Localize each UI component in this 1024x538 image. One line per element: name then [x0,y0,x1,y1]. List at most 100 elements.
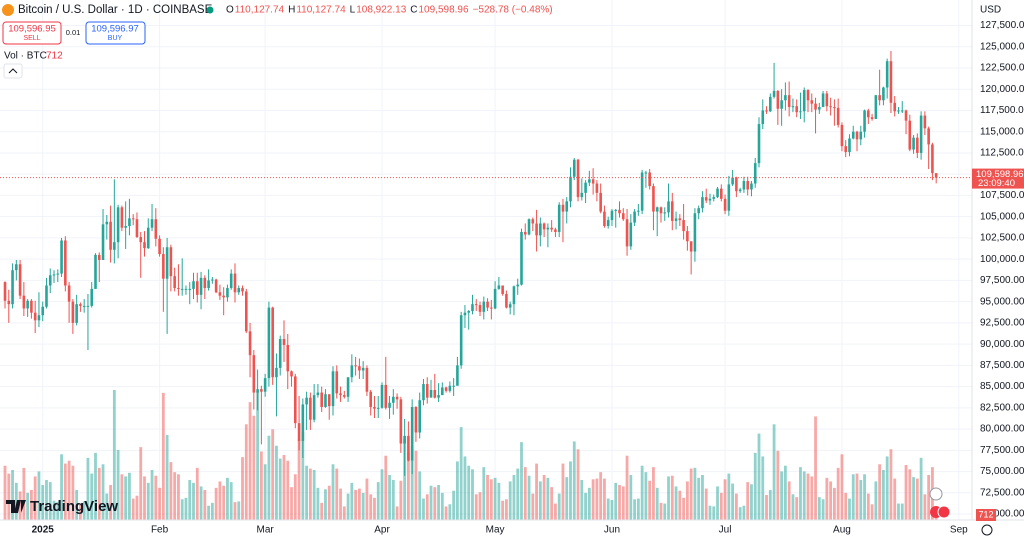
volume-bar [452,490,456,520]
candle-body [346,377,350,397]
candle-body [637,210,640,212]
candle-body [256,389,259,393]
volume-bar [463,456,467,520]
volume-bar [248,402,252,520]
volume-bar [727,473,731,520]
candle-body [640,172,644,211]
volume-bar [863,474,866,520]
volume-bar [139,447,143,520]
volume-bar [753,452,757,520]
candle-body [192,281,195,289]
logo[interactable]: TradingView [6,498,118,515]
logo-text[interactable]: TradingView [30,498,118,515]
collapse-box[interactable] [3,63,23,79]
y-tick-label: 82,500.00 [980,402,1024,413]
sell-box[interactable] [2,21,62,45]
volume-bar [459,427,463,520]
volume-bar [467,465,471,520]
x-tick-label: Jun [604,525,620,536]
buy-label[interactable]: BUY [108,35,123,42]
y-tick-label: 107,500.00 [980,190,1024,201]
candles [3,50,938,476]
sell-label[interactable]: SELL [23,35,40,42]
y-tick-label: 70,000.00 [980,509,1024,520]
candle-body [753,163,757,184]
volume-bar [802,471,806,520]
volume-bar [535,463,538,520]
volume-bar [192,482,195,520]
candle-body [226,288,229,298]
candle-body [354,365,357,367]
buy-price[interactable]: 109,596.97 [91,24,139,35]
volume-bar [18,491,22,520]
y-tick-label: 117,500.00 [980,105,1024,116]
volume-bar [889,449,893,520]
symbol-title[interactable]: Bitcoin / U.S. Dollar · 1D · COINBASE [18,4,213,16]
volume-bar [859,480,863,520]
volume-bar [489,479,493,520]
candle-body [395,396,399,400]
volume-bar [150,470,154,520]
volume-bar [105,493,109,520]
collapse-button[interactable] [3,63,23,79]
volume-bar [783,465,787,520]
candle-body [150,219,154,228]
volume-bar [618,485,621,520]
volume-bar [621,486,625,520]
candle-body [667,201,670,213]
candle-body [576,159,580,198]
y-tick-label: 77,500.00 [980,445,1024,456]
candle-body [358,366,361,371]
candle-body [784,95,787,101]
volume-bar [312,470,316,520]
candle-body [908,120,912,150]
candle-body [188,288,192,290]
volume-bar [448,504,452,520]
volume-bar [173,472,177,520]
event-icon[interactable] [937,505,951,519]
volume-bar [697,477,701,520]
volume-bar [629,475,633,520]
volume-bar [904,465,908,520]
volume-bar [422,498,425,520]
buy-button[interactable]: 109,596.97 BUY [85,21,146,45]
volume-bar [810,476,814,520]
volume-bar [305,465,309,520]
legend-value: 110,127.74 [235,5,285,16]
volume-title[interactable]: Vol · BTC [4,51,47,62]
candle-body [361,367,365,371]
y-tick-label: 120,000.00 [980,84,1024,95]
volume-bar [229,482,233,520]
candle-body [22,295,26,309]
event-icon[interactable] [929,487,943,501]
candle-body [674,218,678,221]
volume-bar [885,456,889,520]
settings-icon[interactable] [981,524,993,536]
candle-body [33,312,37,321]
currency[interactable]: USD [980,5,1001,16]
sell-button[interactable]: 109,596.95 SELL [2,21,62,45]
volume-bar [897,503,900,520]
market-status[interactable] [206,6,214,14]
candle-body [897,110,900,112]
volume-bar [708,505,712,520]
candle-body [588,179,591,183]
volume-bar [508,481,512,520]
volume-bar [180,499,184,520]
volume-bar [82,501,86,520]
candle-body [26,300,29,309]
legend-value: 109,598.96 [419,5,469,16]
candle-body [320,392,323,407]
candle-body [780,100,783,109]
candle-body [686,231,689,242]
volume-bar [497,482,501,520]
candle-body [37,315,41,321]
sell-price[interactable]: 109,596.95 [8,24,56,35]
volume-bar [233,502,237,520]
candle-body [633,211,636,223]
candle-body [233,273,237,293]
volume-bar [7,473,11,520]
candle-body [818,107,821,110]
buy-box[interactable] [85,21,146,45]
